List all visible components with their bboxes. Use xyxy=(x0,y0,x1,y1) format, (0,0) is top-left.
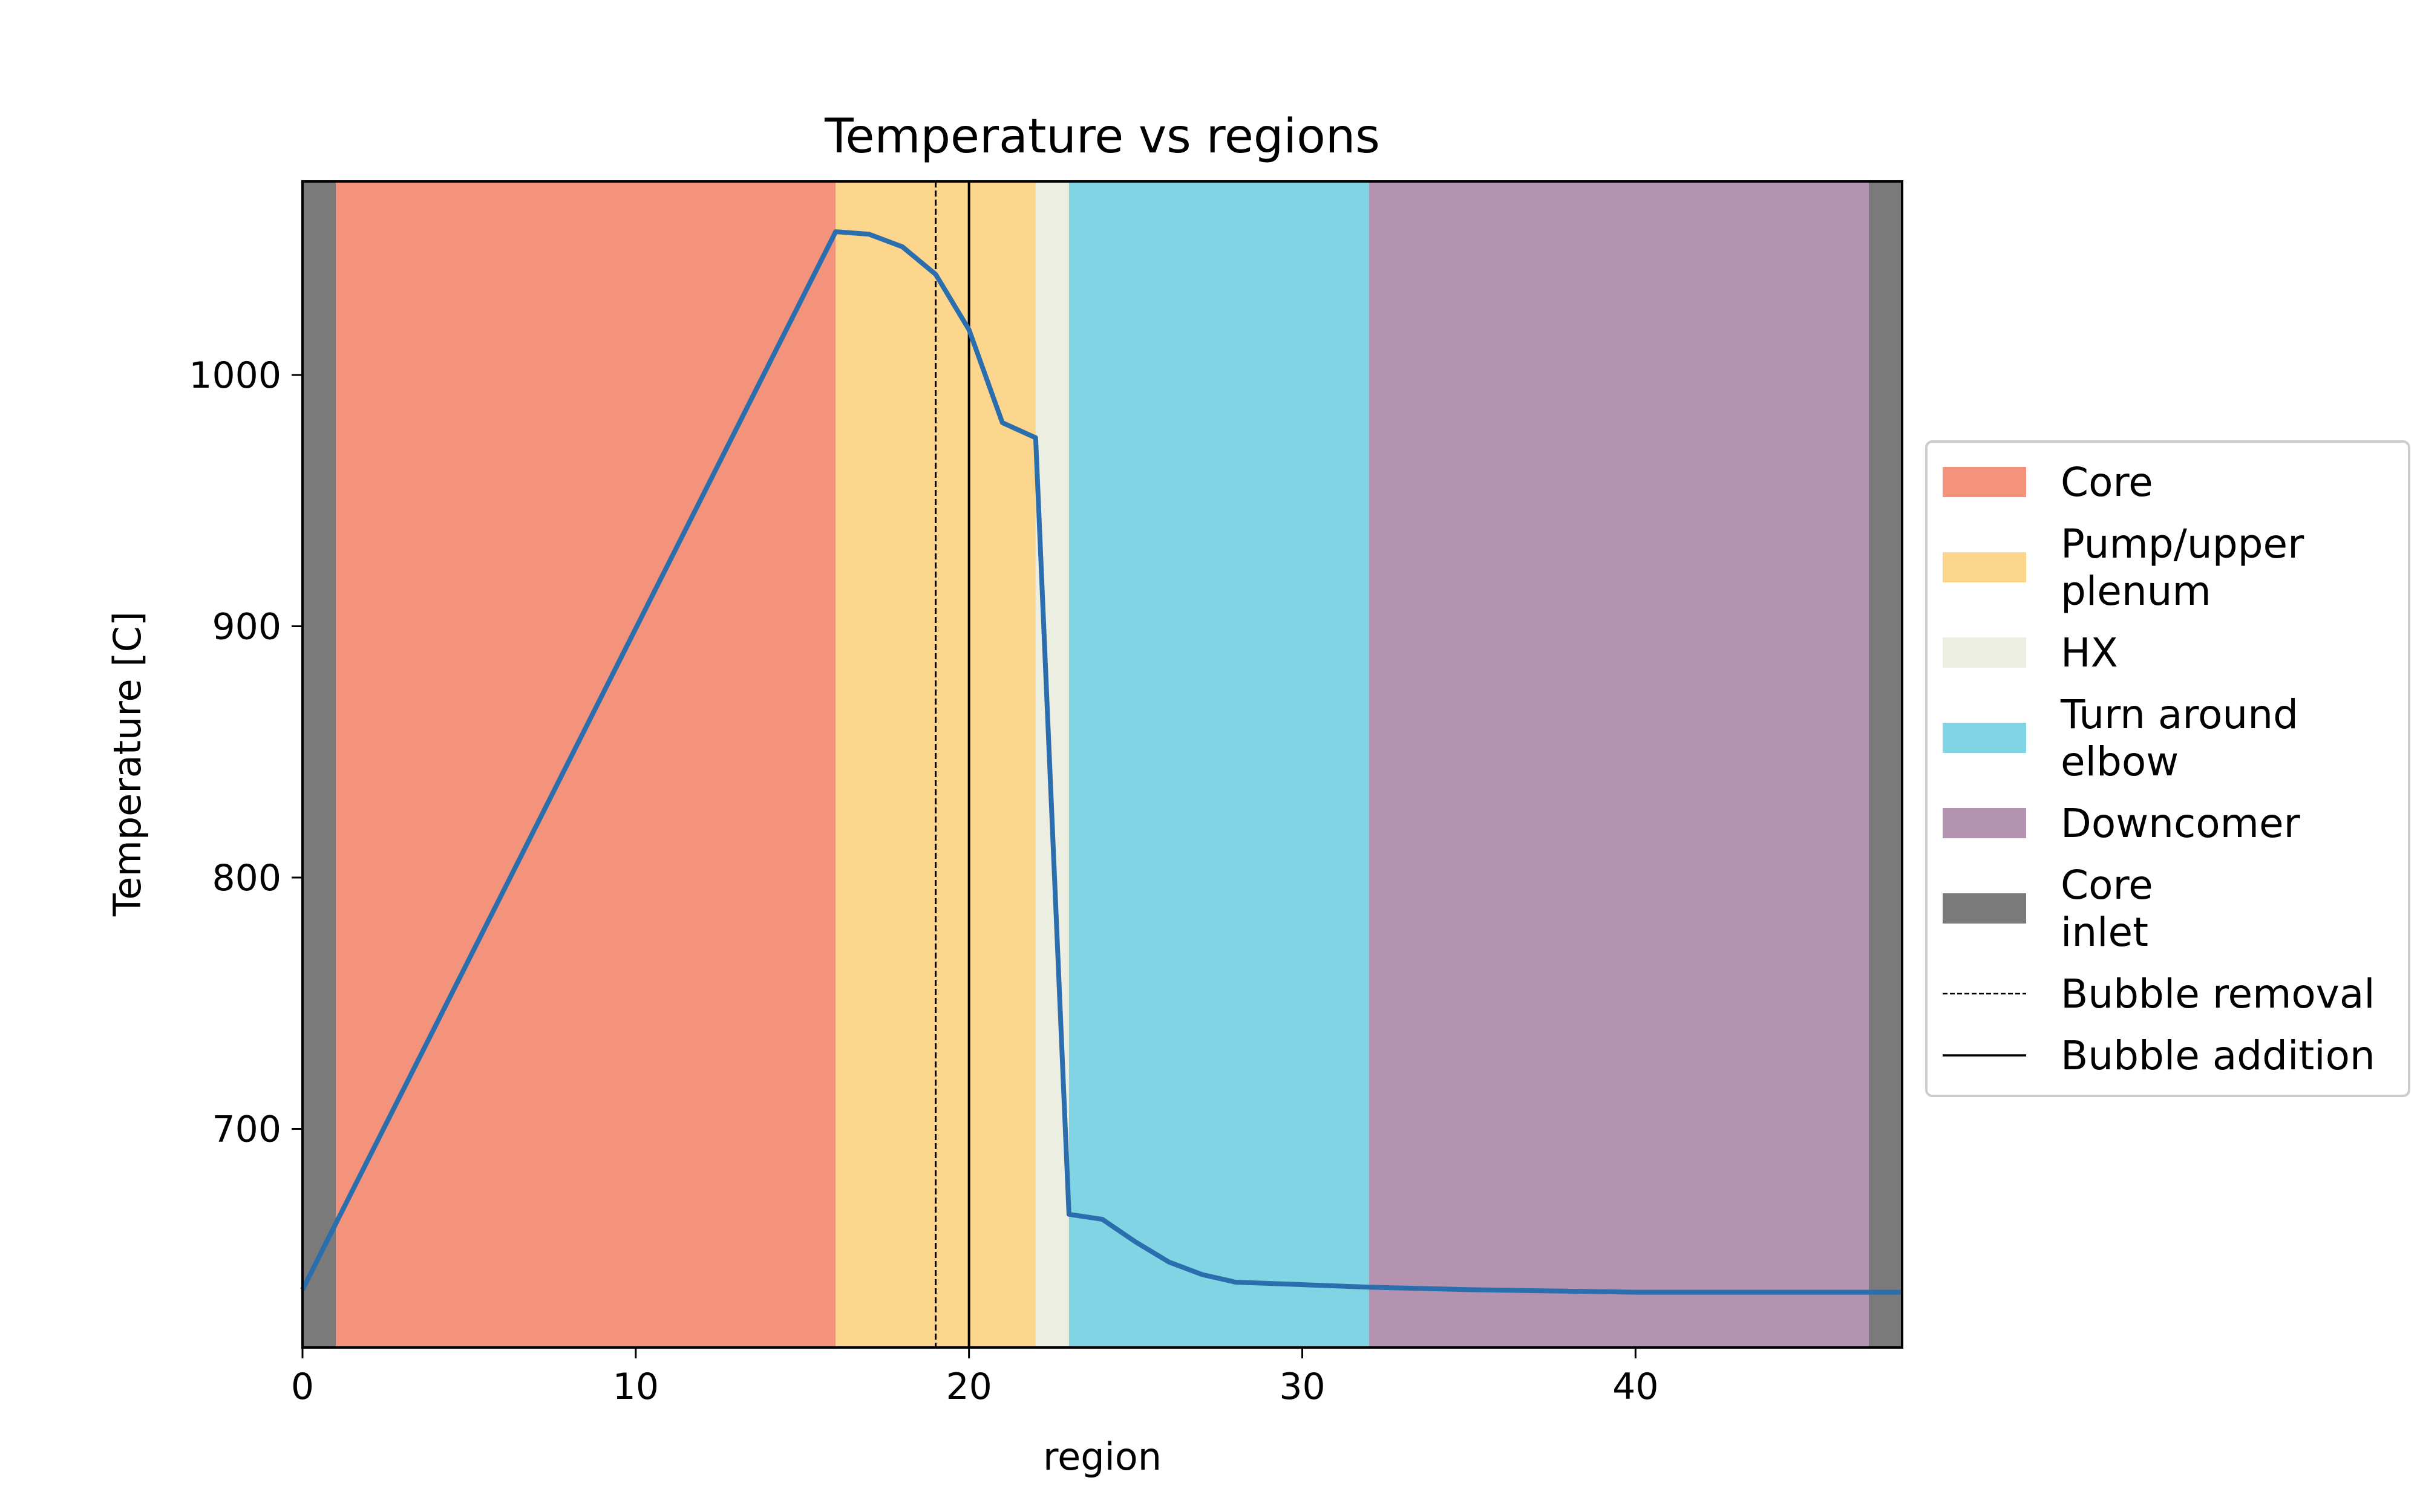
y-axis-label: Temperature [C] xyxy=(105,611,149,917)
y-tick-label: 800 xyxy=(212,857,281,899)
x-tick-label: 10 xyxy=(613,1366,659,1408)
region-band-turn-around-elbow-4 xyxy=(1068,181,1369,1347)
x-tick-label: 0 xyxy=(291,1366,314,1408)
axes: 0 10 20 30 40 700 800 900 1000 xyxy=(189,180,1903,1408)
y-tick-label: 1000 xyxy=(189,354,281,397)
bubble-lines xyxy=(935,181,970,1347)
x-axis-label: region xyxy=(1043,1435,1162,1479)
x-tick-label: 30 xyxy=(1279,1366,1325,1408)
legend-label-core-inlet: Core inlet xyxy=(2061,862,2153,956)
region-band-downcomer-5 xyxy=(1369,181,1869,1347)
plot-frame xyxy=(301,180,1903,1349)
temperature-line-0 xyxy=(300,229,1902,1295)
y-tick-label: 900 xyxy=(212,605,281,648)
legend-swatch-turn-around-elbow xyxy=(1943,723,2026,753)
region-band-core-inlet-0 xyxy=(302,181,336,1347)
y-tick-label: 700 xyxy=(212,1109,281,1151)
legend-label-turn-around-elbow: Turn around elbow xyxy=(2060,691,2298,785)
legend-box xyxy=(1925,440,2410,1097)
legend-swatch-core-inlet xyxy=(1943,893,2026,924)
x-tick-label: 40 xyxy=(1612,1366,1658,1408)
region-band-hx-3 xyxy=(1035,181,1069,1347)
temperature-series xyxy=(300,229,1902,1295)
legend-label-hx: HX xyxy=(2061,630,2118,676)
legend-swatch-core xyxy=(1943,467,2026,497)
legend-swatch-hx xyxy=(1943,637,2026,668)
legend-swatch-pump-upper-plenum xyxy=(1943,552,2026,582)
region-bands xyxy=(302,181,1902,1347)
chart-title: Temperature vs regions xyxy=(824,109,1380,164)
x-tick-label: 20 xyxy=(946,1366,992,1408)
legend-label-bubble-removal: Bubble removal xyxy=(2061,971,2375,1017)
region-band-core-inlet-6 xyxy=(1868,181,1902,1347)
legend-swatch-downcomer xyxy=(1943,808,2026,838)
legend-label-downcomer: Downcomer xyxy=(2061,800,2301,847)
legend-label-pump-upper-plenum: Pump/upper plenum xyxy=(2061,521,2304,614)
legend-label-core: Core xyxy=(2061,459,2153,506)
legend: Core Pump/upper plenum HX Turn around elbow Do… xyxy=(1925,440,2410,1097)
legend-label-bubble-addition: Bubble addition xyxy=(2061,1032,2375,1079)
region-band-core-1 xyxy=(336,181,836,1347)
